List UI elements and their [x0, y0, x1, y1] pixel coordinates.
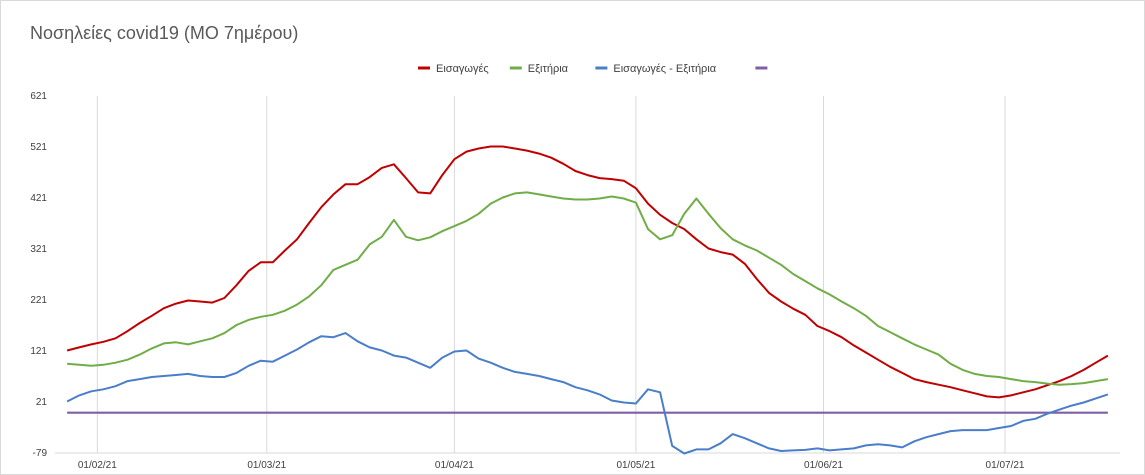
series-line [66, 332, 1109, 455]
y-tick-label: 621 [30, 91, 47, 102]
y-tick-label: 421 [30, 193, 47, 204]
x-tick-label: 01/04/21 [435, 460, 474, 471]
x-tick-label: 01/03/21 [247, 460, 286, 471]
legend-label: Εξιτήρια [528, 63, 569, 75]
x-tick-label: 01/06/21 [804, 460, 843, 471]
x-tick-label: 01/02/21 [78, 460, 117, 471]
series-line [66, 145, 1109, 399]
legend-label: Εισαγωγές [436, 63, 489, 75]
y-tick-label: -79 [33, 448, 48, 459]
y-tick-label: 521 [30, 142, 47, 153]
y-tick-label: 121 [30, 346, 47, 357]
y-tick-label: 321 [30, 244, 47, 255]
y-tick-label: 21 [36, 397, 48, 408]
x-tick-label: 01/07/21 [986, 460, 1025, 471]
chart-title: Νοσηλείες covid19 (ΜΟ 7ημέρου) [30, 23, 299, 43]
legend-label: Εισαγωγές - Εξιτήρια [613, 63, 716, 75]
y-tick-label: 221 [30, 295, 47, 306]
series-line [67, 191, 1109, 386]
x-tick-label: 01/05/21 [616, 460, 655, 471]
